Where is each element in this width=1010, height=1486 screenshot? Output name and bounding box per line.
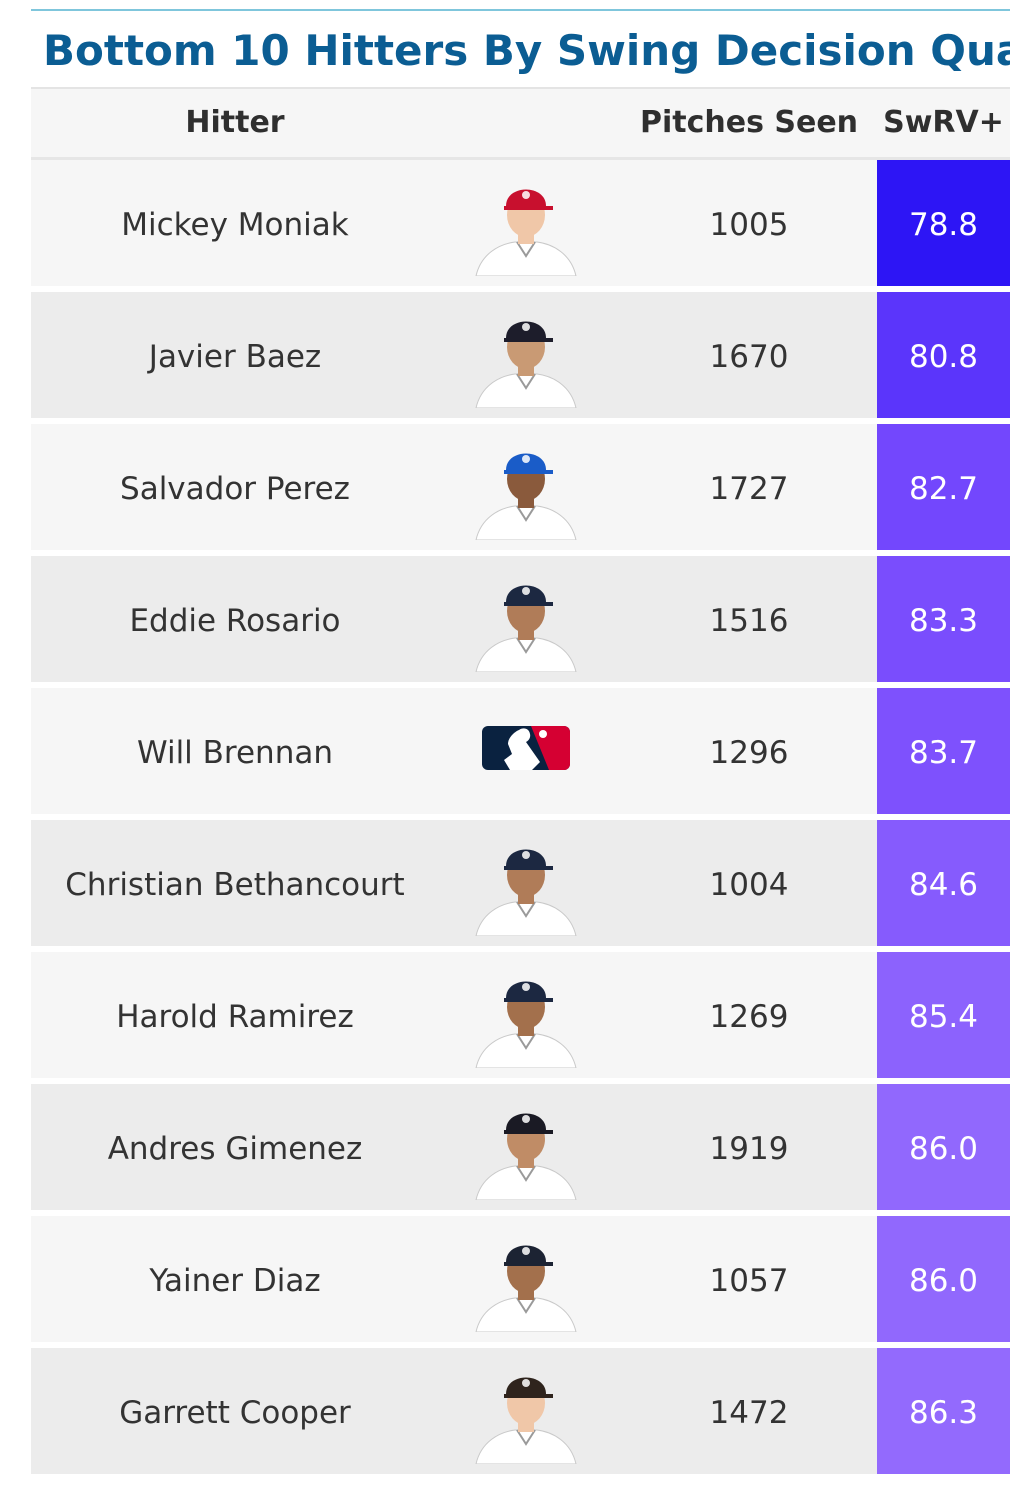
hitter-name: Eddie Rosario	[129, 603, 341, 639]
table-row: Garrett Cooper 1472 86.3	[31, 1348, 1010, 1474]
top-rule	[31, 9, 1010, 11]
player-photo	[471, 434, 581, 541]
hitter-name: Garrett Cooper	[119, 1395, 351, 1431]
player-photo	[471, 830, 581, 937]
table-row: Will Brennan 1296 83.7	[31, 688, 1010, 814]
table-row: Mickey Moniak 1005 78.8	[31, 160, 1010, 286]
player-photo	[471, 566, 581, 673]
hitter-name: Javier Baez	[148, 339, 322, 375]
player-photo	[471, 962, 581, 1069]
hitter-name: Harold Ramirez	[116, 999, 354, 1035]
pitches-seen-value: 1516	[709, 603, 789, 639]
swrv-value: 83.7	[877, 688, 1010, 814]
hitter-name: Andres Gimenez	[107, 1131, 363, 1167]
leaderboard-table: Bottom 10 Hitters By Swing Decision Qual…	[31, 9, 1010, 1474]
hitter-name: Yainer Diaz	[149, 1263, 321, 1299]
player-photo	[471, 170, 581, 277]
pitches-seen-value: 1727	[709, 471, 789, 507]
swrv-value: 86.3	[877, 1348, 1010, 1474]
table-row: Yainer Diaz 1057 86.0	[31, 1216, 1010, 1342]
swrv-value: 86.0	[877, 1084, 1010, 1210]
hitter-name: Mickey Moniak	[121, 207, 349, 243]
player-photo	[471, 1358, 581, 1465]
swrv-value: 84.6	[877, 820, 1010, 946]
pitches-seen-value: 1269	[709, 999, 789, 1035]
hitter-name: Christian Bethancourt	[65, 867, 405, 903]
pitches-seen-value: 1670	[709, 339, 789, 375]
hitter-name: Will Brennan	[136, 735, 333, 771]
table-header: Hitter Pitches Seen SwRV+	[31, 87, 1010, 160]
swrv-value: 82.7	[877, 424, 1010, 550]
table-row: Andres Gimenez 1919 86.0	[31, 1084, 1010, 1210]
pitches-seen-value: 1296	[709, 735, 789, 771]
table-title: Bottom 10 Hitters By Swing Decision Qual…	[43, 26, 1010, 75]
table-body: Mickey Moniak 1005 78.8 Javier Baez 1670 80.8…	[31, 160, 1010, 1474]
pitches-seen-value: 1919	[709, 1131, 789, 1167]
column-header-hitter: Hitter	[185, 105, 285, 140]
swrv-value: 85.4	[877, 952, 1010, 1078]
swrv-value: 83.3	[877, 556, 1010, 682]
swrv-value: 86.0	[877, 1216, 1010, 1342]
table-row: Javier Baez 1670 80.8	[31, 292, 1010, 418]
pitches-seen-value: 1472	[709, 1395, 789, 1431]
hitter-name: Salvador Perez	[120, 471, 350, 507]
table-row: Salvador Perez 1727 82.7	[31, 424, 1010, 550]
pitches-seen-value: 1004	[709, 867, 789, 903]
column-header-swrv: SwRV+	[883, 105, 1004, 140]
column-header-pitches-seen: Pitches Seen	[639, 105, 859, 140]
player-photo	[471, 302, 581, 409]
swrv-value: 78.8	[877, 160, 1010, 286]
table-row: Eddie Rosario 1516 83.3	[31, 556, 1010, 682]
table-row: Christian Bethancourt 1004 84.6	[31, 820, 1010, 946]
player-photo	[471, 1094, 581, 1201]
pitches-seen-value: 1005	[709, 207, 789, 243]
table-row: Harold Ramirez 1269 85.4	[31, 952, 1010, 1078]
mlb-logo	[471, 698, 581, 804]
player-photo	[471, 1226, 581, 1333]
swrv-value: 80.8	[877, 292, 1010, 418]
pitches-seen-value: 1057	[709, 1263, 789, 1299]
